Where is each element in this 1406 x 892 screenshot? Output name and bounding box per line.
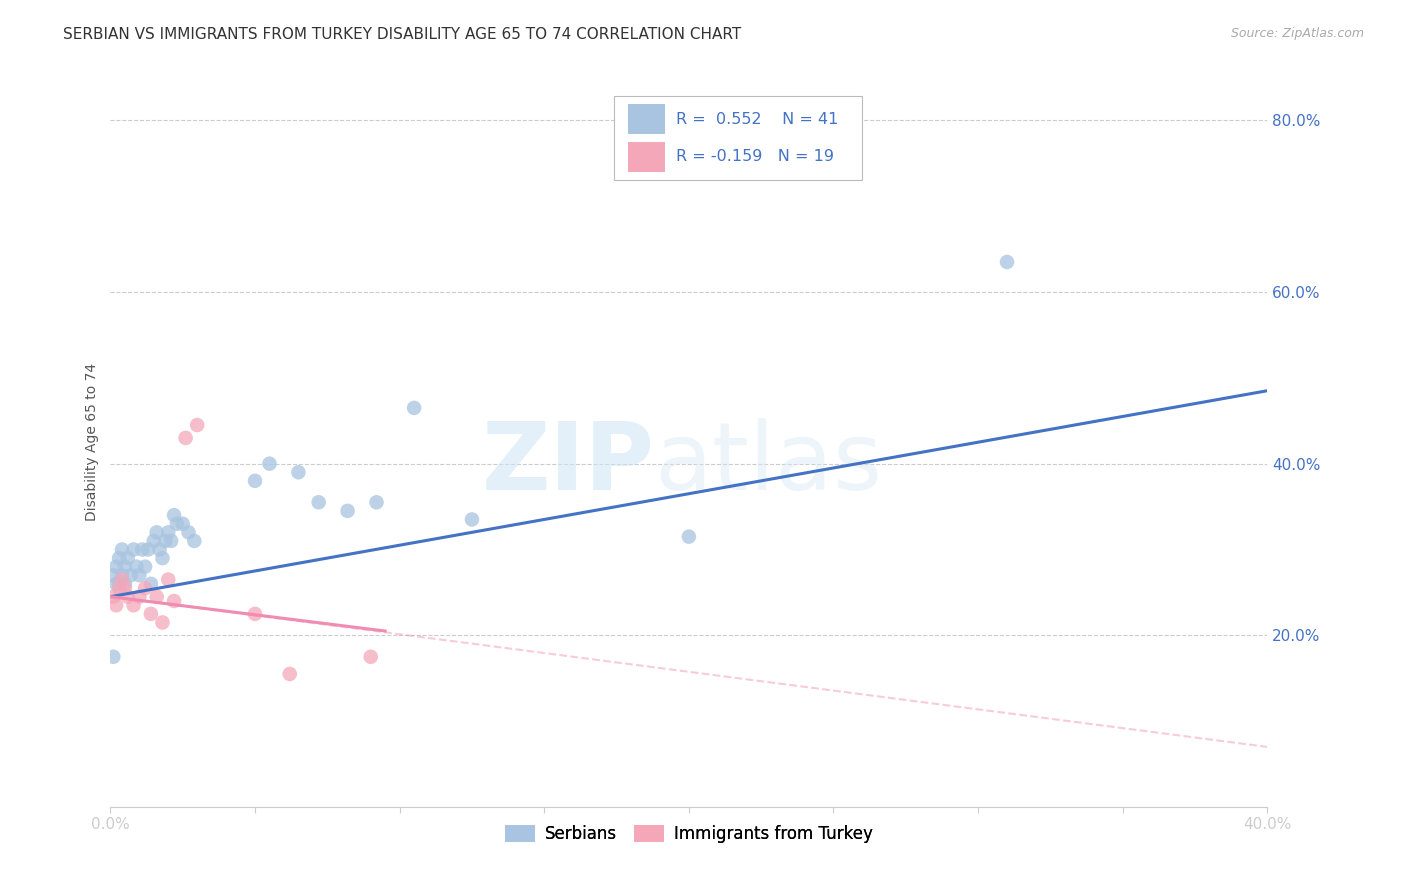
Point	[139, 577, 162, 591]
Point	[259, 457, 281, 471]
Text: ZIP: ZIP	[481, 418, 654, 510]
Point	[336, 504, 359, 518]
Point	[139, 607, 162, 621]
Point	[461, 512, 484, 526]
Point	[995, 255, 1018, 269]
Text: Source: ZipAtlas.com: Source: ZipAtlas.com	[1230, 27, 1364, 40]
Point	[128, 590, 150, 604]
Point	[128, 568, 150, 582]
FancyBboxPatch shape	[627, 104, 665, 134]
Point	[120, 568, 142, 582]
Point	[108, 581, 131, 595]
Point	[287, 465, 309, 479]
Point	[308, 495, 330, 509]
Point	[103, 568, 125, 582]
Point	[186, 418, 208, 433]
Point	[404, 401, 426, 415]
Point	[117, 551, 139, 566]
Point	[117, 590, 139, 604]
FancyBboxPatch shape	[627, 143, 665, 171]
Point	[105, 577, 128, 591]
Text: R = -0.159   N = 19: R = -0.159 N = 19	[676, 150, 834, 164]
Point	[111, 542, 134, 557]
Point	[157, 573, 180, 587]
Point	[108, 577, 131, 591]
Point	[114, 581, 136, 595]
Point	[125, 559, 148, 574]
Point	[152, 551, 174, 566]
Point	[142, 533, 165, 548]
Point	[183, 533, 205, 548]
Point	[177, 525, 200, 540]
Point	[122, 599, 145, 613]
Point	[111, 573, 134, 587]
Text: R =  0.552    N = 41: R = 0.552 N = 41	[676, 112, 838, 127]
Point	[172, 516, 194, 531]
Point	[145, 525, 167, 540]
Y-axis label: Disability Age 65 to 74: Disability Age 65 to 74	[86, 363, 100, 521]
Point	[103, 590, 125, 604]
Legend: Serbians, Immigrants from Turkey: Serbians, Immigrants from Turkey	[498, 818, 879, 850]
Point	[366, 495, 388, 509]
Text: SERBIAN VS IMMIGRANTS FROM TURKEY DISABILITY AGE 65 TO 74 CORRELATION CHART: SERBIAN VS IMMIGRANTS FROM TURKEY DISABI…	[63, 27, 741, 42]
FancyBboxPatch shape	[613, 95, 862, 179]
Point	[174, 431, 197, 445]
Point	[163, 508, 186, 523]
Point	[278, 667, 301, 681]
Point	[163, 594, 186, 608]
Point	[108, 551, 131, 566]
Point	[122, 542, 145, 557]
Point	[155, 533, 177, 548]
Point	[148, 542, 170, 557]
Point	[131, 542, 153, 557]
Point	[136, 542, 159, 557]
Point	[243, 607, 266, 621]
Point	[678, 530, 700, 544]
Point	[114, 559, 136, 574]
Point	[157, 525, 180, 540]
Point	[134, 581, 156, 595]
Point	[145, 590, 167, 604]
Point	[243, 474, 266, 488]
Text: atlas: atlas	[654, 418, 883, 510]
Point	[111, 568, 134, 582]
Point	[360, 649, 382, 664]
Point	[166, 516, 188, 531]
Point	[160, 533, 183, 548]
Point	[134, 559, 156, 574]
Point	[105, 559, 128, 574]
Point	[103, 649, 125, 664]
Point	[105, 599, 128, 613]
Point	[114, 577, 136, 591]
Point	[152, 615, 174, 630]
